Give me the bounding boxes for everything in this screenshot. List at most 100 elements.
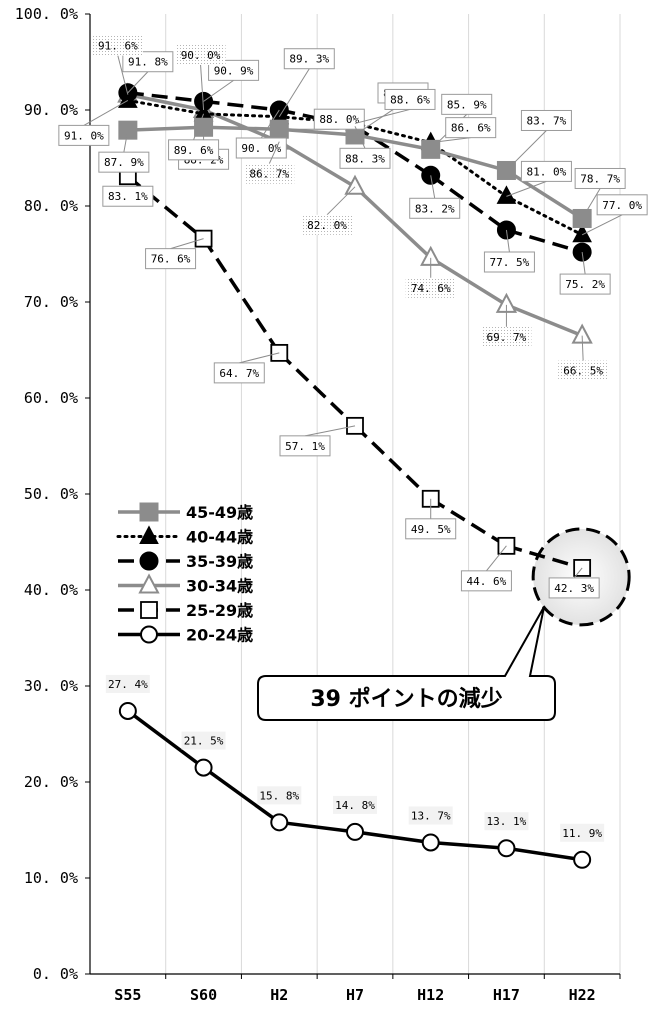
data-point-marker bbox=[140, 625, 158, 644]
data-point-marker bbox=[118, 701, 137, 720]
data-point-marker bbox=[573, 850, 592, 869]
series-line-segment bbox=[430, 147, 507, 173]
data-point-marker bbox=[194, 758, 213, 777]
data-point-marker bbox=[421, 833, 440, 852]
data-label-leader bbox=[268, 141, 280, 164]
data-label: 49. 5% bbox=[411, 523, 451, 536]
series-line-segment bbox=[278, 351, 357, 428]
data-point-marker bbox=[139, 525, 159, 544]
data-label-leader bbox=[581, 214, 623, 236]
data-label-box bbox=[558, 360, 609, 381]
data-label-box bbox=[408, 806, 453, 825]
data-label-box bbox=[481, 326, 532, 347]
data-label-leader bbox=[239, 352, 280, 364]
data-label-leader bbox=[170, 238, 204, 250]
y-tick-label: 10. 0% bbox=[24, 869, 78, 887]
series-line-segment bbox=[279, 127, 356, 137]
x-tick-label: H7 bbox=[346, 986, 364, 1004]
data-label: 11. 9% bbox=[562, 827, 602, 840]
data-label: 27. 4% bbox=[108, 678, 148, 691]
data-label-leader bbox=[200, 64, 205, 111]
series-line-segment bbox=[126, 709, 205, 770]
data-label-box bbox=[560, 823, 605, 842]
data-label-box bbox=[445, 117, 497, 139]
series-line-segment bbox=[202, 108, 280, 144]
data-label-leader bbox=[573, 567, 583, 579]
x-tick-label: H2 bbox=[270, 986, 288, 1004]
data-label: 66. 5% bbox=[563, 365, 603, 378]
series-line-segment bbox=[354, 133, 432, 152]
series-line-segment bbox=[354, 124, 432, 177]
data-label: 83. 1% bbox=[108, 190, 148, 203]
highlight-circle bbox=[531, 527, 631, 627]
legend-label: 20-24歳 bbox=[186, 626, 253, 645]
y-tick-label: 80. 0% bbox=[24, 197, 78, 215]
data-label: 76. 6% bbox=[151, 253, 191, 266]
x-tick-label: S60 bbox=[190, 986, 217, 1004]
x-tick-label: H17 bbox=[493, 986, 520, 1004]
axes: 0. 0% 10. 0% 20. 0% 30. 0% 40. 0% 50. 0% 60. 0… bbox=[15, 5, 621, 1004]
series-line-segment bbox=[505, 544, 583, 570]
data-label: 86. 7% bbox=[249, 168, 289, 181]
data-label-box bbox=[483, 251, 535, 273]
data-label-box bbox=[181, 731, 226, 750]
data-label: 91. 6% bbox=[98, 40, 138, 53]
callout: 39 ポイントの減少 bbox=[257, 606, 556, 721]
data-label-box bbox=[441, 93, 493, 115]
data-label-box bbox=[460, 570, 512, 592]
data-label-leader bbox=[123, 130, 129, 153]
data-label-leader bbox=[354, 108, 411, 124]
data-label-box bbox=[279, 435, 331, 457]
data-label-leader bbox=[117, 55, 129, 95]
data-label: 64. 7% bbox=[219, 367, 259, 380]
data-label-leader bbox=[260, 109, 280, 139]
data-label-box bbox=[596, 194, 648, 216]
data-label-leader bbox=[506, 130, 547, 171]
data-point-marker bbox=[138, 573, 160, 594]
data-label-leader bbox=[430, 175, 436, 199]
data-label-box bbox=[409, 197, 461, 219]
data-point-marker bbox=[497, 839, 516, 858]
series-line-segment bbox=[202, 766, 281, 824]
data-point-marker bbox=[572, 223, 592, 243]
data-label: 88. 3% bbox=[345, 152, 385, 165]
series-line-segment bbox=[278, 140, 356, 189]
series-line-segment bbox=[354, 830, 431, 845]
data-point-marker bbox=[139, 502, 159, 522]
data-label: 21. 5% bbox=[184, 735, 224, 748]
y-tick-label: 90. 0% bbox=[24, 101, 78, 119]
y-tick-label: 60. 0% bbox=[24, 389, 78, 407]
legend-label: 45-49歳 bbox=[186, 503, 253, 522]
series-line-segment bbox=[429, 173, 508, 232]
data-point-marker bbox=[497, 536, 516, 555]
data-label: 57. 1% bbox=[285, 440, 325, 453]
callout-text: 39 ポイントの減少 bbox=[310, 686, 502, 712]
data-label: 82. 0% bbox=[307, 219, 347, 232]
data-label: 75. 2% bbox=[565, 278, 605, 291]
data-label-box bbox=[122, 51, 174, 73]
series-line-segment bbox=[505, 169, 584, 220]
data-label-leader bbox=[278, 68, 310, 117]
series-line-segment bbox=[127, 90, 204, 104]
y-tick-label: 0. 0% bbox=[33, 965, 78, 983]
data-label: 78. 7% bbox=[580, 172, 620, 185]
series-line-segment bbox=[429, 256, 508, 307]
data-label-leader bbox=[506, 180, 547, 197]
data-label: 87. 9% bbox=[104, 156, 144, 169]
data-label-box bbox=[92, 35, 143, 56]
series-line-segment bbox=[353, 185, 432, 260]
data-point-marker bbox=[496, 185, 517, 204]
y-tick-label: 100. 0% bbox=[15, 5, 78, 23]
data-label: 83. 2% bbox=[415, 202, 455, 215]
data-label-box bbox=[302, 214, 352, 235]
series-line-segment bbox=[504, 194, 584, 237]
y-tick-label: 50. 0% bbox=[24, 485, 78, 503]
data-label: 81. 0% bbox=[527, 165, 567, 178]
y-tick-label: 70. 0% bbox=[24, 293, 78, 311]
data-label-leader bbox=[581, 335, 584, 361]
data-label-box bbox=[58, 124, 110, 146]
data-label-box bbox=[168, 139, 220, 161]
data-label-box bbox=[98, 151, 150, 173]
data-label: 15. 8% bbox=[259, 789, 299, 802]
data-label-box bbox=[175, 45, 226, 65]
